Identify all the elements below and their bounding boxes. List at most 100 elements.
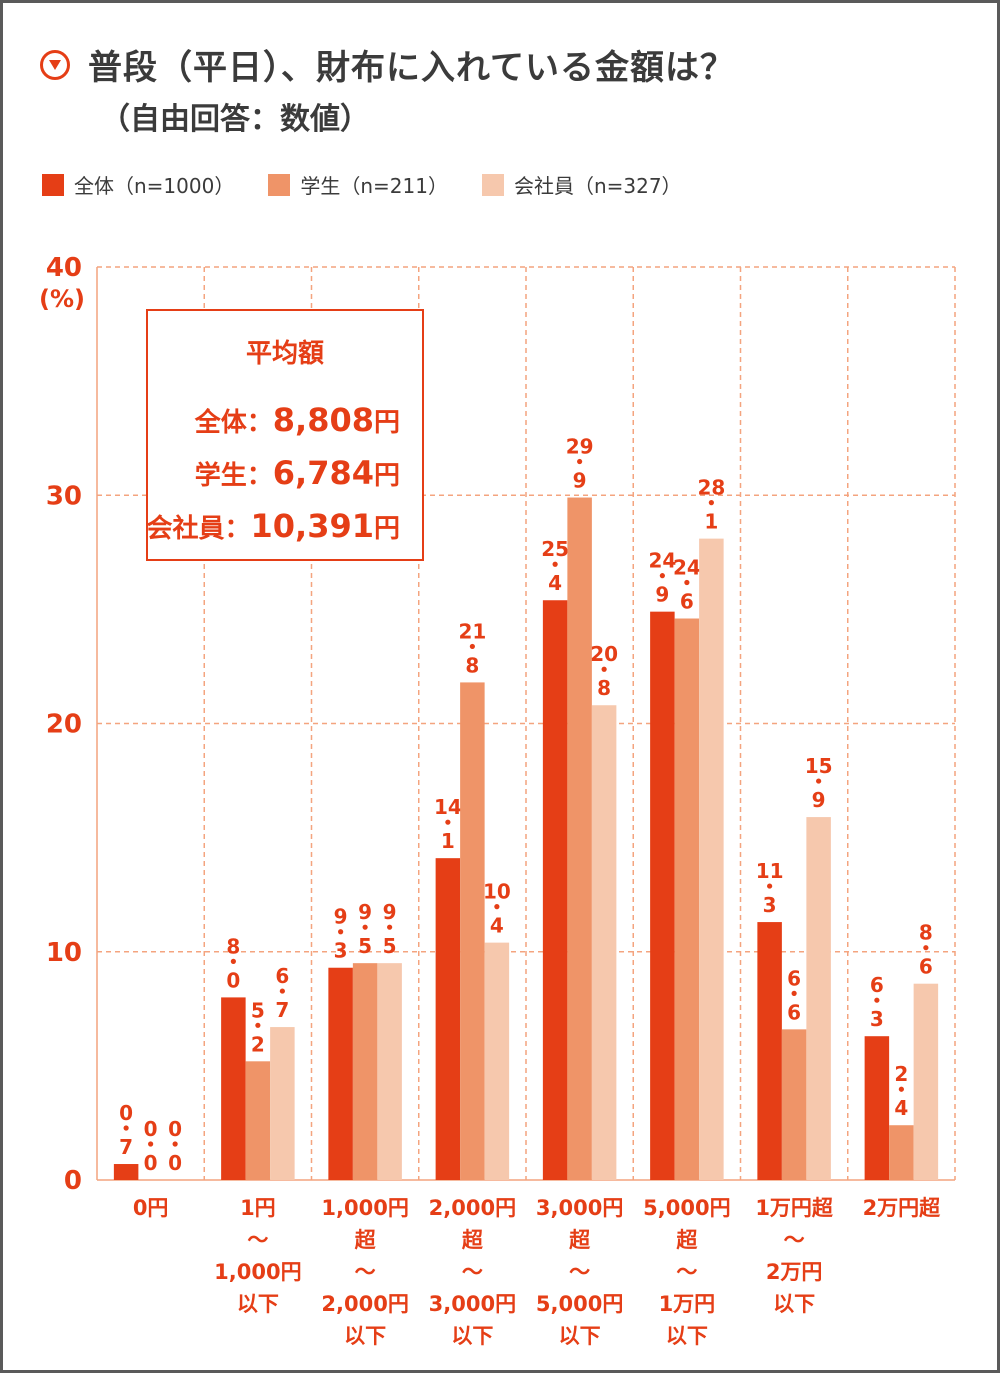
- legend-item: 会社員（n=327）: [481, 170, 682, 199]
- bar: [806, 817, 831, 1180]
- svg-text:6: 6: [787, 966, 801, 990]
- bar: [650, 611, 675, 1180]
- svg-text:9: 9: [358, 900, 372, 924]
- svg-text:0: 0: [168, 1151, 182, 1175]
- data-label: 86: [919, 921, 933, 979]
- svg-text:5: 5: [251, 998, 265, 1022]
- x-tick-label: 2万円超: [863, 1196, 942, 1220]
- average-row: 学生： 6,784 円: [195, 454, 400, 492]
- x-tick-label: 2,000円超～ 3,000円以下: [429, 1196, 516, 1348]
- data-label: 93: [334, 905, 348, 963]
- data-label: 246: [673, 556, 701, 614]
- svg-text:24: 24: [673, 556, 701, 580]
- bar: [377, 963, 402, 1180]
- svg-text:7: 7: [275, 998, 289, 1022]
- svg-text:8: 8: [226, 934, 240, 958]
- svg-text:0: 0: [226, 968, 240, 992]
- bar-chart: 010203040(%)0780931412542491136300529521…: [39, 253, 956, 1348]
- bar: [484, 942, 510, 1180]
- svg-text:20: 20: [590, 642, 618, 666]
- bar: [781, 1029, 807, 1180]
- data-label: 159: [805, 754, 833, 812]
- bar: [542, 600, 568, 1180]
- legend: 全体（n=1000） 学生（n=211） 会社員（n=327）: [42, 170, 716, 199]
- bar: [674, 618, 700, 1180]
- svg-text:2: 2: [251, 1032, 265, 1056]
- data-label: 208: [590, 642, 618, 700]
- svg-text:9: 9: [655, 583, 669, 607]
- legend-label: 学生（n=211）: [300, 174, 448, 198]
- average-value: 10,391: [250, 507, 374, 545]
- bar: [864, 1036, 890, 1180]
- legend-label: 会社員（n=327）: [513, 174, 682, 198]
- x-tick-label: 0円: [133, 1196, 169, 1220]
- svg-text:28: 28: [697, 476, 725, 500]
- data-label: 249: [648, 549, 676, 607]
- data-label: 281: [697, 476, 725, 534]
- data-label: 218: [458, 619, 486, 677]
- y-tick-label: 30: [46, 481, 82, 511]
- average-value: 8,808: [272, 401, 374, 439]
- average-unit: 円: [373, 408, 400, 438]
- data-label: 07: [119, 1101, 133, 1159]
- svg-text:8: 8: [919, 921, 933, 945]
- svg-text:8: 8: [597, 676, 611, 700]
- chart-title: 普段（平日）、財布に入れている金額は？: [88, 48, 735, 88]
- average-unit: 円: [373, 461, 400, 491]
- data-label: 63: [870, 973, 884, 1031]
- svg-text:9: 9: [383, 900, 397, 924]
- y-tick-label: 0: [64, 1166, 82, 1196]
- data-label: 104: [483, 880, 511, 938]
- chart-subtitle: （自由回答：数値）: [100, 102, 370, 137]
- svg-text:15: 15: [805, 754, 833, 778]
- legend-label: 全体（n=1000）: [74, 174, 235, 198]
- data-label: 254: [541, 537, 569, 595]
- svg-text:10: 10: [483, 880, 511, 904]
- svg-text:24: 24: [648, 549, 676, 573]
- data-label: 80: [226, 934, 240, 992]
- svg-text:6: 6: [787, 1000, 801, 1024]
- bar: [221, 997, 246, 1180]
- bar: [757, 922, 782, 1180]
- svg-text:4: 4: [548, 571, 562, 595]
- data-label: 67: [275, 964, 289, 1022]
- data-label: 141: [434, 795, 462, 853]
- svg-text:21: 21: [458, 619, 486, 643]
- svg-text:0: 0: [168, 1117, 182, 1141]
- svg-text:0: 0: [144, 1117, 158, 1141]
- y-tick-label: 10: [46, 938, 82, 968]
- bar: [460, 682, 485, 1180]
- bar: [567, 497, 592, 1181]
- data-label: 52: [251, 998, 265, 1056]
- svg-text:11: 11: [756, 859, 784, 883]
- legend-swatch: [268, 173, 291, 196]
- y-tick-label: 40: [46, 253, 82, 283]
- svg-text:3: 3: [870, 1007, 884, 1031]
- svg-text:2: 2: [894, 1062, 908, 1086]
- x-tick-label: 1万円超～ 2万円以下: [755, 1196, 834, 1316]
- average-unit: 円: [373, 514, 400, 544]
- svg-text:7: 7: [119, 1135, 133, 1159]
- svg-text:9: 9: [812, 788, 826, 812]
- svg-text:1: 1: [704, 510, 718, 534]
- average-label: 学生：: [194, 461, 273, 491]
- average-label: 会社員：: [146, 514, 251, 544]
- y-tick-label: 20: [46, 710, 82, 740]
- svg-text:8: 8: [465, 653, 479, 677]
- svg-text:5: 5: [383, 934, 397, 958]
- bar: [913, 983, 939, 1180]
- x-tick-label: 3,000円超～ 5,000円以下: [536, 1196, 623, 1348]
- svg-text:4: 4: [894, 1096, 908, 1120]
- x-tick-label: 1,000円超～ 2,000円以下: [321, 1196, 408, 1348]
- svg-text:3: 3: [334, 939, 348, 963]
- svg-text:0: 0: [119, 1101, 133, 1125]
- svg-text:0: 0: [144, 1151, 158, 1175]
- bar: [699, 538, 724, 1180]
- average-title: 平均額: [245, 339, 324, 369]
- data-label: 299: [566, 435, 594, 493]
- svg-text:25: 25: [541, 537, 569, 561]
- svg-text:3: 3: [763, 893, 777, 917]
- bar: [591, 705, 617, 1180]
- data-label: 66: [787, 966, 801, 1024]
- svg-text:9: 9: [334, 905, 348, 929]
